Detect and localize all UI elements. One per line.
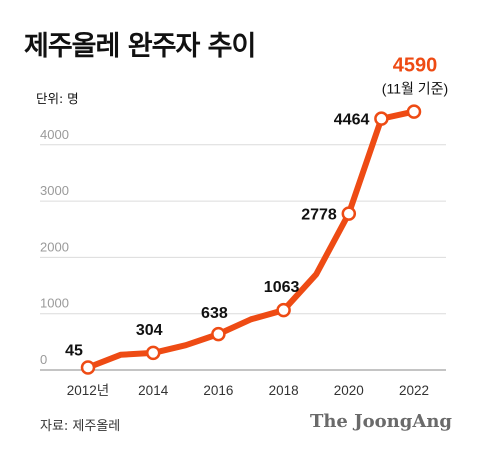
x-tick-label: 2018 xyxy=(269,383,299,398)
data-label: 4464 xyxy=(334,112,370,129)
y-tick-label: 3000 xyxy=(40,183,69,198)
highlight-note: (11월 기준) xyxy=(382,81,448,97)
data-point xyxy=(374,111,389,126)
data-label: 638 xyxy=(201,305,228,322)
data-point xyxy=(406,104,422,119)
x-tick-label: 2022 xyxy=(399,383,429,398)
data-label: 2778 xyxy=(301,207,337,224)
data-point xyxy=(145,345,161,361)
data-point xyxy=(276,302,291,318)
series-line xyxy=(85,108,417,371)
data-point xyxy=(341,206,357,221)
data-label: 304 xyxy=(136,322,163,339)
x-tick-label: 2020 xyxy=(334,383,364,398)
data-point xyxy=(80,360,96,375)
data-label: 1063 xyxy=(264,279,300,296)
data-label: 45 xyxy=(65,342,83,359)
y-tick-label: 2000 xyxy=(40,239,69,254)
y-tick-label: 4000 xyxy=(40,127,69,142)
y-tick-label: 1000 xyxy=(40,296,69,311)
x-tick-label: 2016 xyxy=(203,383,233,398)
y-tick-label: 0 xyxy=(40,352,47,367)
brand-logo: The JoongAng xyxy=(309,411,452,432)
chart-title: 제주올레 완주자 추이 xyxy=(24,31,256,62)
x-tick-label: 2014 xyxy=(138,383,169,398)
source-note: 자료: 제주올레 xyxy=(40,419,121,434)
unit-label: 단위: 명 xyxy=(36,91,79,106)
highlight-value: 4590 xyxy=(393,55,438,77)
x-tick-label: 2012년 xyxy=(67,383,109,398)
data-point xyxy=(211,326,226,342)
